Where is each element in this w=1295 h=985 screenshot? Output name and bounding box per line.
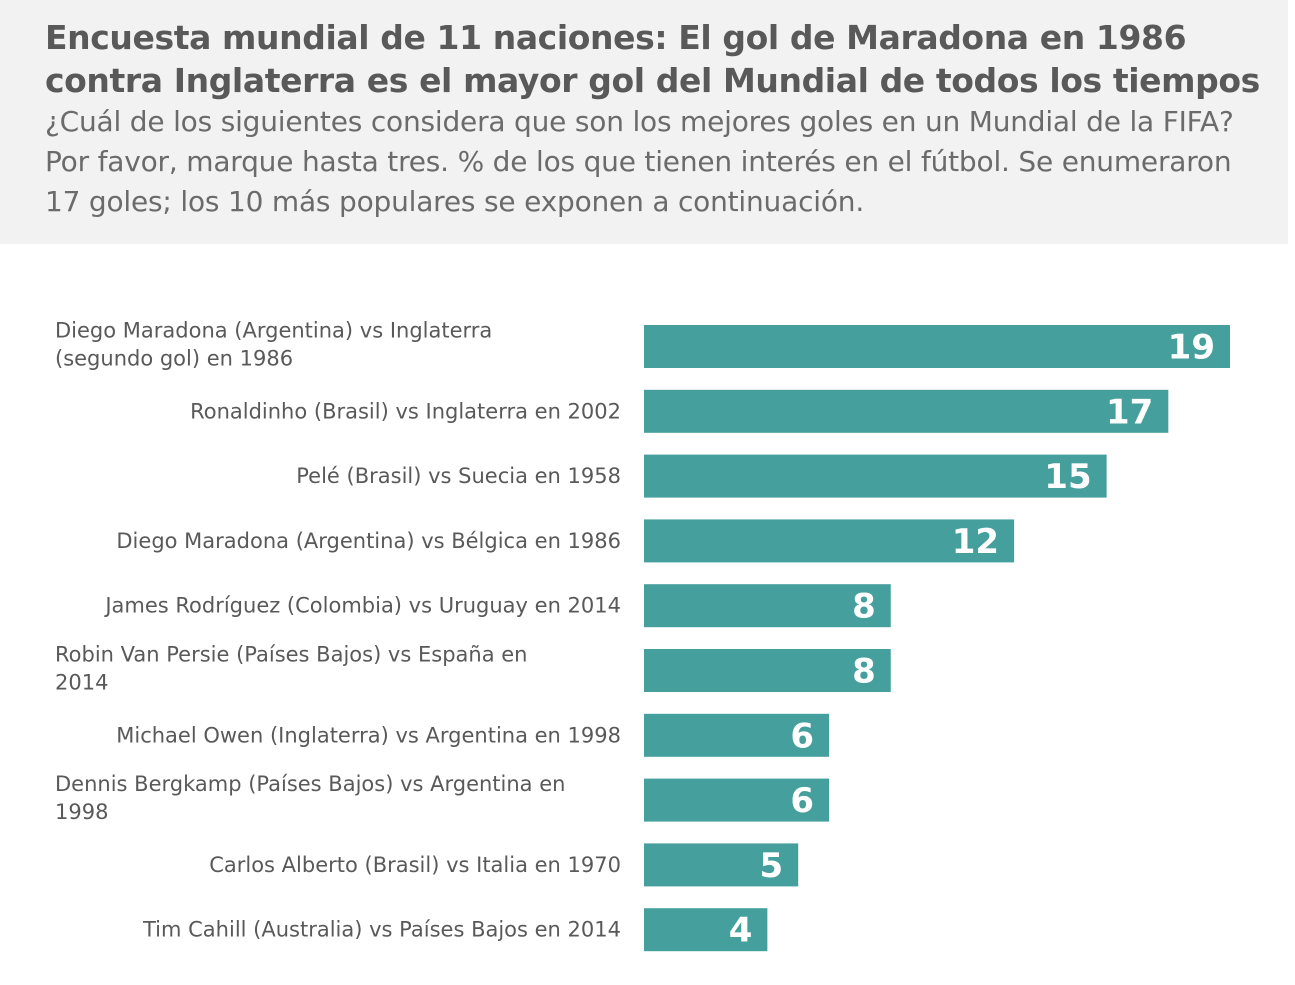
bar: [644, 584, 891, 628]
category-label: Tim Cahill (Australia) vs Países Bajos e…: [142, 918, 621, 942]
data-label: 8: [852, 652, 876, 692]
category-label: James Rodríguez (Colombia) vs Uruguay en…: [103, 594, 621, 618]
data-label: 6: [790, 781, 814, 821]
bar: [644, 389, 1169, 433]
category-label: Michael Owen (Inglaterra) vs Argentina e…: [116, 723, 621, 747]
bar: [644, 908, 768, 952]
category-label: Carlos Alberto (Brasil) vs Italia en 197…: [209, 853, 621, 877]
category-label: Pelé (Brasil) vs Suecia en 1958: [296, 464, 621, 488]
bar: [644, 778, 830, 822]
data-label: 17: [1106, 392, 1153, 432]
data-label: 4: [729, 911, 753, 951]
category-label: Diego Maradona (Argentina) vs Inglaterra…: [55, 319, 492, 371]
data-label: 12: [952, 522, 999, 562]
category-label: Robin Van Persie (Países Bajos) vs Españ…: [55, 643, 527, 695]
category-label: Diego Maradona (Argentina) vs Bélgica en…: [116, 529, 621, 553]
category-label: Dennis Bergkamp (Países Bajos) vs Argent…: [55, 772, 565, 824]
data-label: 6: [790, 716, 814, 756]
data-label: 8: [852, 587, 876, 627]
bar: [644, 843, 799, 887]
category-label: Ronaldinho (Brasil) vs Inglaterra en 200…: [190, 399, 621, 423]
bar: [644, 519, 1015, 563]
data-label: 15: [1044, 457, 1091, 497]
bar: [644, 713, 830, 757]
bar-chart: 19 Diego Maradona (Argentina) vs Inglater…: [55, 319, 1230, 952]
data-label: 5: [760, 846, 784, 886]
data-label: 19: [1168, 328, 1215, 368]
bar: [644, 454, 1107, 498]
chart-subtitle: ¿Cuál de los siguientes considera que so…: [45, 105, 1234, 218]
chart-title: Encuesta mundial de 11 naciones: El gol …: [45, 18, 1260, 100]
header: Encuesta mundial de 11 naciones: El gol …: [0, 0, 1288, 244]
bar: [644, 325, 1230, 368]
bar: [644, 649, 891, 692]
